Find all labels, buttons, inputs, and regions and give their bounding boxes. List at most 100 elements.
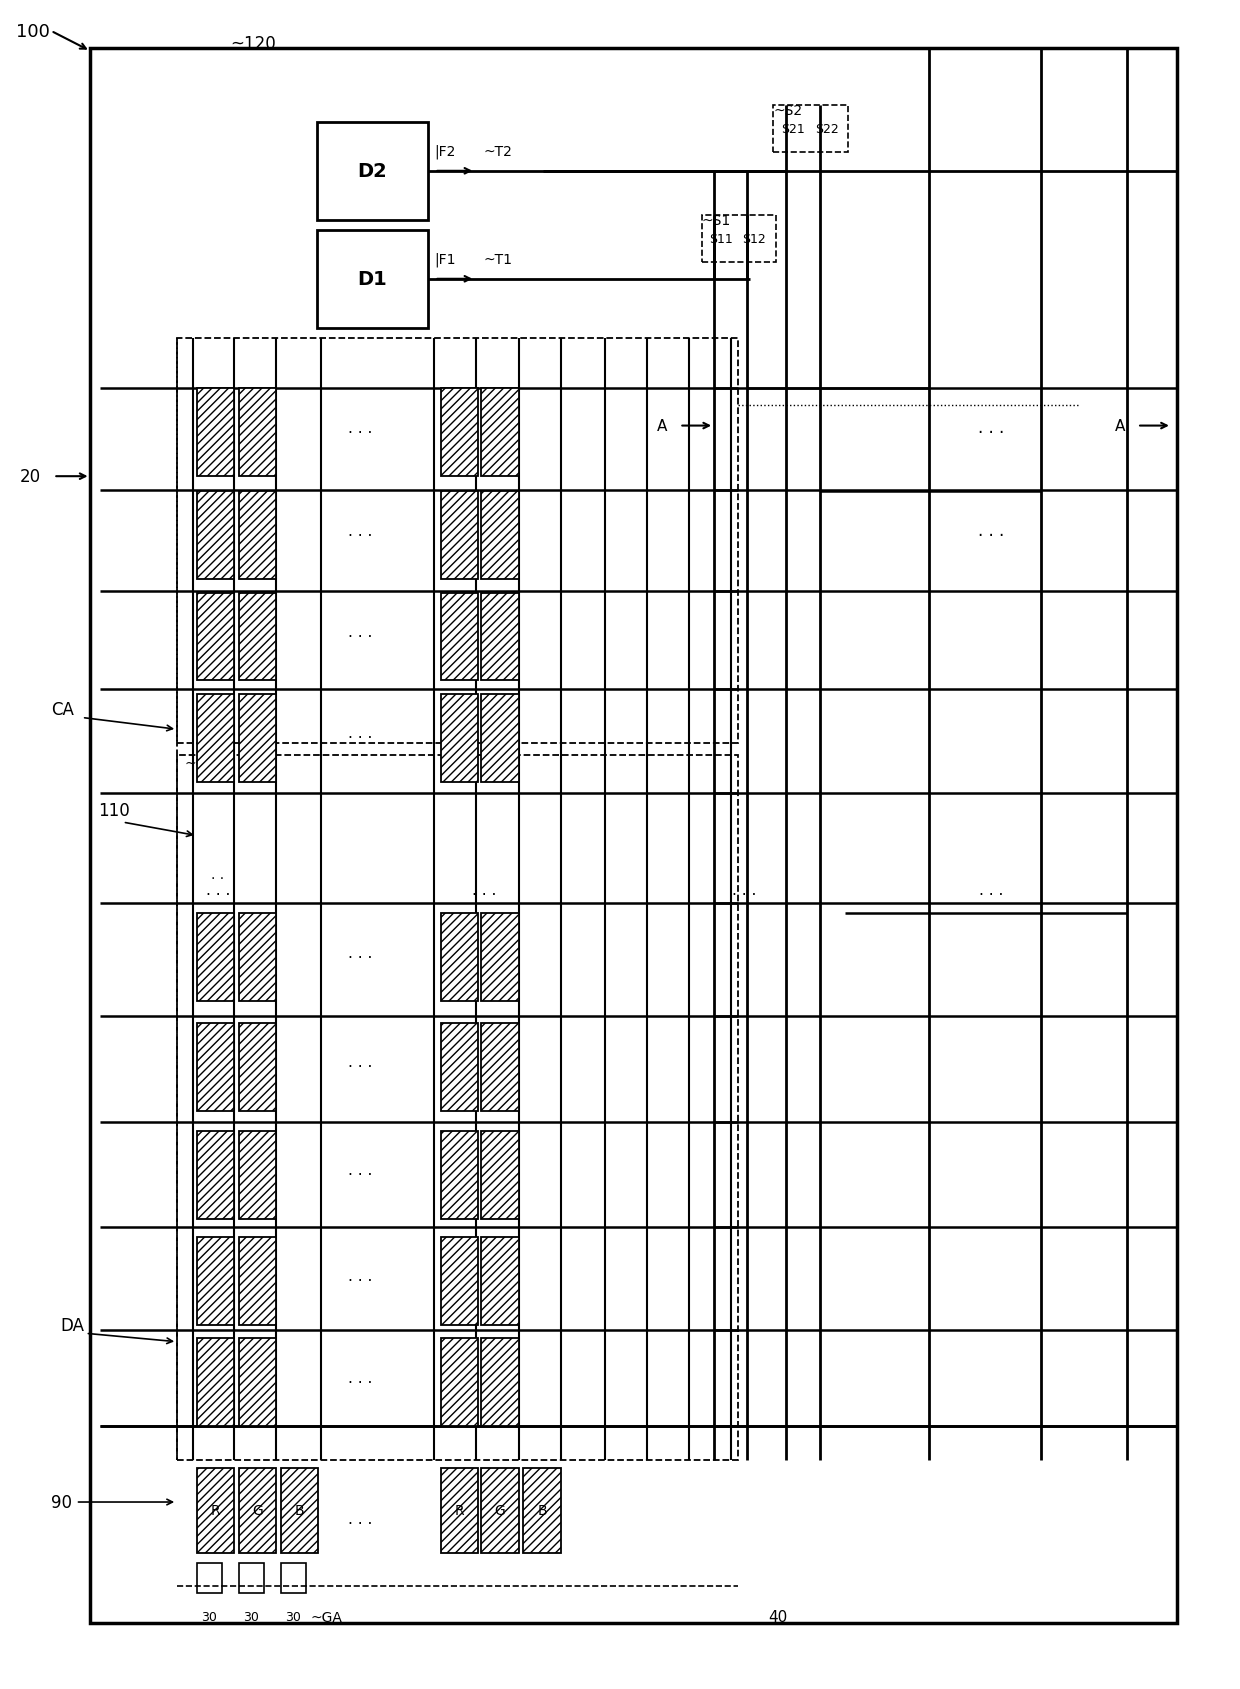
Text: · · ·: · · ·	[732, 888, 756, 902]
Bar	[481, 388, 518, 476]
Bar	[317, 231, 428, 329]
Bar	[481, 914, 518, 1002]
Text: S12: S12	[743, 233, 766, 245]
Bar	[702, 216, 776, 263]
Bar	[239, 1339, 277, 1426]
Bar	[440, 914, 477, 1002]
Bar	[197, 1024, 234, 1111]
Bar	[440, 694, 477, 782]
Bar	[481, 491, 518, 579]
Text: S11: S11	[709, 233, 733, 245]
Text: · · ·: · · ·	[348, 426, 372, 441]
Bar	[239, 914, 277, 1002]
Bar	[523, 1468, 560, 1552]
Bar	[440, 388, 477, 476]
Text: A: A	[1115, 419, 1125, 434]
Text: G: G	[495, 1503, 506, 1517]
Bar	[440, 1468, 477, 1552]
Text: 30: 30	[243, 1610, 259, 1623]
Text: ~CA: ~CA	[185, 757, 216, 770]
Bar	[197, 694, 234, 782]
Text: R: R	[211, 1503, 221, 1517]
Bar	[197, 593, 234, 681]
Text: ~120: ~120	[231, 34, 277, 52]
Bar	[197, 491, 234, 579]
Text: 100: 100	[16, 22, 50, 41]
Bar	[239, 1024, 277, 1111]
Bar	[197, 1132, 234, 1219]
Text: · · ·: · · ·	[348, 1375, 372, 1390]
Bar	[481, 694, 518, 782]
Text: |F2: |F2	[434, 144, 456, 159]
Text: 40: 40	[769, 1610, 787, 1625]
Text: G: G	[252, 1503, 263, 1517]
Text: DA: DA	[61, 1316, 84, 1334]
Text: · · ·: · · ·	[348, 1059, 372, 1074]
Bar	[281, 1468, 319, 1552]
Text: · · ·: · · ·	[471, 888, 496, 902]
Bar	[481, 1024, 518, 1111]
Bar	[239, 1132, 277, 1219]
Bar	[481, 1132, 518, 1219]
Bar	[317, 123, 428, 221]
Text: · · ·: · · ·	[348, 949, 372, 964]
Bar	[177, 755, 738, 1459]
Bar	[197, 914, 234, 1002]
Text: · · ·: · · ·	[348, 630, 372, 645]
Bar	[774, 106, 848, 154]
Text: D1: D1	[357, 270, 387, 289]
Text: 30: 30	[285, 1610, 301, 1623]
Text: · ·: · ·	[211, 872, 224, 885]
Text: · · ·: · · ·	[978, 424, 1004, 443]
Bar	[197, 388, 234, 476]
Bar	[239, 1562, 264, 1593]
Text: · · ·: · · ·	[348, 1517, 372, 1532]
Text: 30: 30	[201, 1610, 217, 1623]
Text: |F1: |F1	[434, 252, 456, 267]
Text: B: B	[295, 1503, 304, 1517]
Bar	[481, 1468, 518, 1552]
Bar	[440, 1339, 477, 1426]
Bar	[481, 1339, 518, 1426]
Bar	[239, 1468, 277, 1552]
Text: 110: 110	[98, 802, 130, 819]
Bar	[239, 1238, 277, 1326]
Text: · · ·: · · ·	[348, 529, 372, 544]
Text: 90: 90	[51, 1493, 72, 1512]
Text: 20: 20	[20, 468, 41, 486]
Bar	[197, 1238, 234, 1326]
Bar	[197, 1468, 234, 1552]
Text: · · ·: · · ·	[348, 1274, 372, 1289]
Text: A: A	[657, 419, 667, 434]
Bar	[440, 1024, 477, 1111]
Text: CA: CA	[51, 701, 73, 718]
Text: R: R	[454, 1503, 464, 1517]
Text: ~GA: ~GA	[311, 1610, 342, 1623]
Text: · · ·: · · ·	[348, 1167, 372, 1182]
Bar	[239, 491, 277, 579]
Bar	[239, 593, 277, 681]
Text: ~S1: ~S1	[702, 213, 730, 228]
Text: S21: S21	[781, 123, 805, 137]
Bar	[440, 593, 477, 681]
Text: ~S2: ~S2	[774, 105, 802, 118]
Bar	[239, 388, 277, 476]
Text: · · ·: · · ·	[206, 888, 231, 902]
Bar	[440, 1132, 477, 1219]
Text: D2: D2	[357, 162, 387, 181]
Bar	[197, 1562, 222, 1593]
Bar	[481, 1238, 518, 1326]
Bar	[481, 593, 518, 681]
Text: B: B	[537, 1503, 547, 1517]
Bar	[177, 338, 738, 743]
Bar	[239, 694, 277, 782]
Text: · · ·: · · ·	[978, 527, 1004, 546]
Text: ~T1: ~T1	[484, 252, 513, 267]
Text: · · ·: · · ·	[978, 888, 1003, 902]
Bar	[440, 491, 477, 579]
Text: ~T2: ~T2	[484, 145, 513, 159]
Text: · · ·: · · ·	[348, 731, 372, 747]
Bar	[281, 1562, 306, 1593]
Text: S22: S22	[816, 123, 839, 137]
Bar	[91, 49, 1177, 1623]
